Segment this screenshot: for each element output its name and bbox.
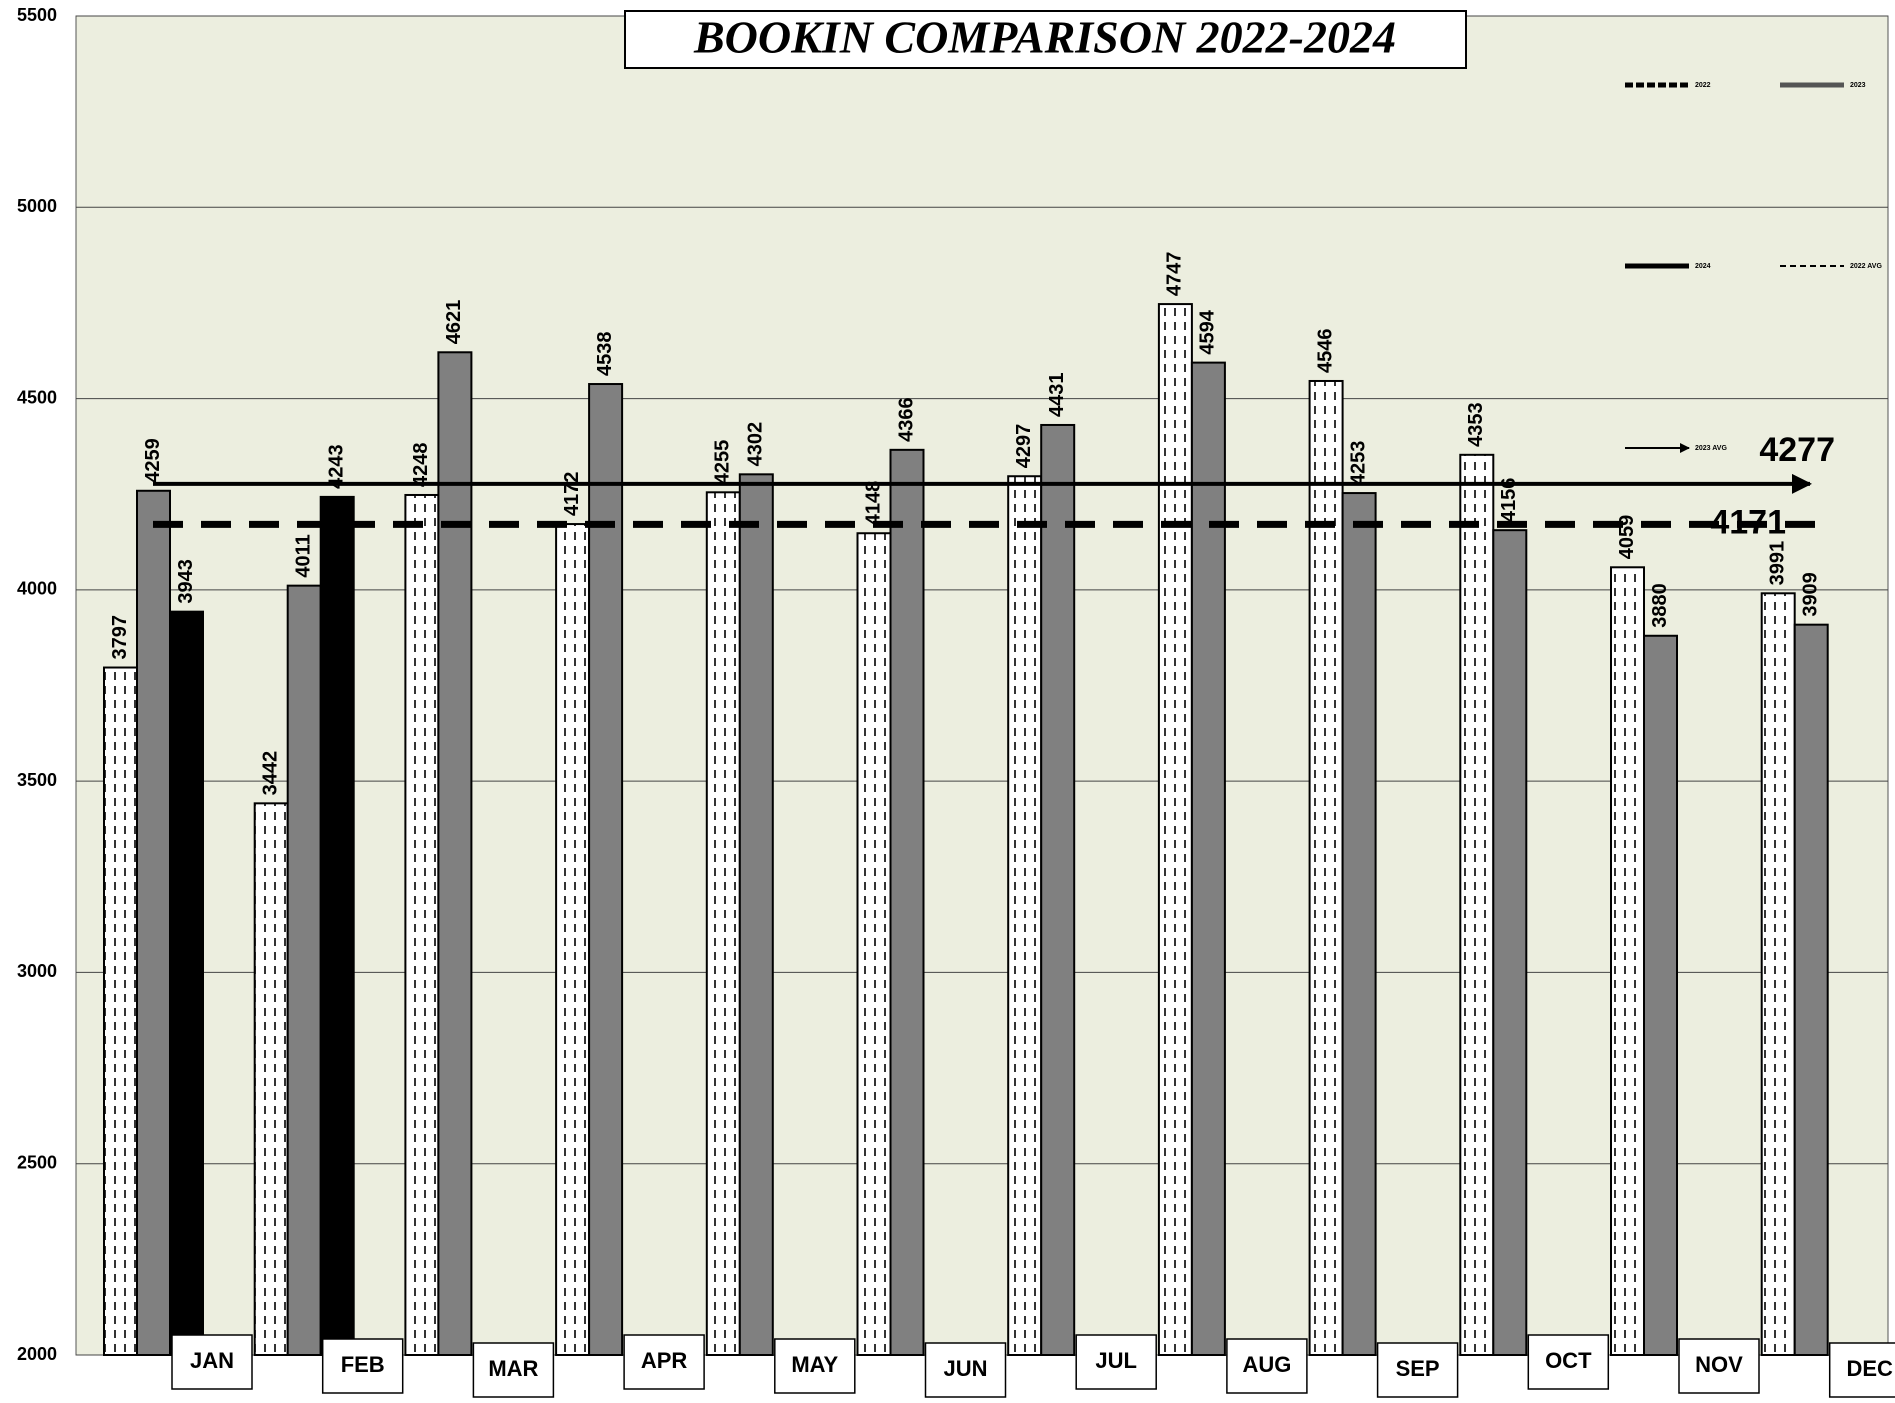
value-label: 3880	[1649, 583, 1671, 628]
value-label: 4353	[1465, 402, 1487, 447]
y-tick-label: 2000	[17, 1344, 57, 1364]
legend-label: 2022 AVG	[1850, 263, 1882, 270]
bar	[1007, 475, 1043, 1357]
plot-area	[75, 15, 1889, 1356]
y-tick-label: 5000	[17, 196, 57, 216]
value-label: 4538	[594, 332, 616, 377]
bar	[319, 495, 355, 1356]
bar	[286, 584, 322, 1356]
category-box	[1075, 1334, 1157, 1390]
category-box	[1527, 1334, 1610, 1390]
bar	[889, 448, 925, 1356]
value-label: 3909	[1799, 572, 1821, 617]
category-box	[924, 1342, 1007, 1398]
bar	[1793, 623, 1829, 1356]
legend-label: 2024	[1695, 263, 1711, 270]
value-label: 4248	[410, 442, 432, 487]
bar	[1492, 529, 1528, 1356]
title-box	[624, 10, 1467, 69]
bar	[738, 473, 774, 1356]
bar	[1760, 592, 1796, 1356]
category-box	[1376, 1342, 1459, 1398]
value-label: 4259	[142, 438, 164, 483]
x-tick-label: FEB	[341, 1352, 385, 1377]
x-tick-label: SEP	[1396, 1356, 1440, 1381]
value-label: 3797	[109, 615, 131, 660]
value-label: 4621	[443, 300, 465, 345]
value-label: 4011	[292, 534, 314, 577]
bar	[103, 666, 138, 1356]
value-label: 4172	[561, 472, 583, 517]
y-tick-label: 5500	[17, 5, 57, 25]
bar	[169, 610, 204, 1356]
legend-label: 2023	[1850, 82, 1866, 89]
y-tick-label: 4000	[17, 579, 57, 599]
value-label: 4546	[1314, 328, 1336, 373]
value-label: 4253	[1347, 441, 1369, 486]
bar	[437, 351, 473, 1356]
value-label: 3991	[1766, 541, 1788, 586]
value-label: 3943	[175, 559, 197, 604]
bar	[1341, 492, 1377, 1356]
average-label: 4171	[1710, 503, 1786, 541]
x-tick-label: OCT	[1545, 1348, 1592, 1373]
x-tick-label: MAR	[488, 1356, 538, 1381]
y-tick-label: 3000	[17, 961, 57, 981]
bar	[588, 383, 624, 1357]
x-tick-label: JAN	[190, 1348, 234, 1373]
y-tick-label: 4500	[17, 387, 57, 407]
bar	[136, 489, 171, 1357]
x-tick-label: NOV	[1695, 1352, 1743, 1377]
value-label: 4366	[895, 397, 917, 442]
category-box	[623, 1334, 705, 1390]
value-label: 4431	[1046, 372, 1068, 417]
legend-label: 2022	[1695, 82, 1711, 89]
bar	[1610, 566, 1645, 1356]
category-box	[1226, 1338, 1308, 1394]
value-label: 4594	[1197, 309, 1219, 354]
bar	[404, 493, 440, 1356]
category-box	[472, 1342, 555, 1398]
bar	[253, 802, 289, 1356]
bar	[1190, 361, 1226, 1356]
x-tick-label: AUG	[1242, 1352, 1291, 1377]
value-label: 4297	[1013, 424, 1035, 469]
bar	[1040, 423, 1076, 1356]
bar	[1157, 303, 1193, 1356]
value-label: 3442	[259, 751, 281, 796]
x-tick-label: JUN	[943, 1356, 987, 1381]
legend-label: 2023 AVG	[1695, 445, 1727, 452]
category-box	[1678, 1338, 1760, 1394]
category-box	[321, 1338, 404, 1394]
category-box	[171, 1334, 253, 1390]
category-box	[774, 1338, 856, 1394]
bar	[1459, 453, 1495, 1356]
bar	[856, 532, 892, 1356]
y-tick-label: 2500	[17, 1152, 57, 1172]
bar	[705, 491, 741, 1356]
value-label: 4156	[1498, 478, 1520, 523]
bar	[1643, 634, 1678, 1356]
category-box	[1828, 1342, 1895, 1398]
value-label: 4255	[712, 440, 734, 485]
value-label: 4747	[1164, 252, 1186, 297]
value-label: 4243	[325, 444, 347, 489]
bar	[555, 523, 591, 1356]
x-tick-label: DEC	[1846, 1356, 1893, 1381]
chart-title: BOOKIN COMPARISON 2022-2024	[693, 12, 1396, 63]
y-tick-label: 3500	[17, 770, 57, 790]
x-tick-label: MAY	[791, 1352, 838, 1377]
bar	[1308, 379, 1344, 1356]
x-tick-label: APR	[641, 1348, 688, 1373]
average-label: 4277	[1759, 431, 1835, 469]
value-label: 4302	[745, 422, 767, 467]
x-tick-label: JUL	[1095, 1348, 1137, 1373]
value-label: 4148	[862, 481, 884, 526]
